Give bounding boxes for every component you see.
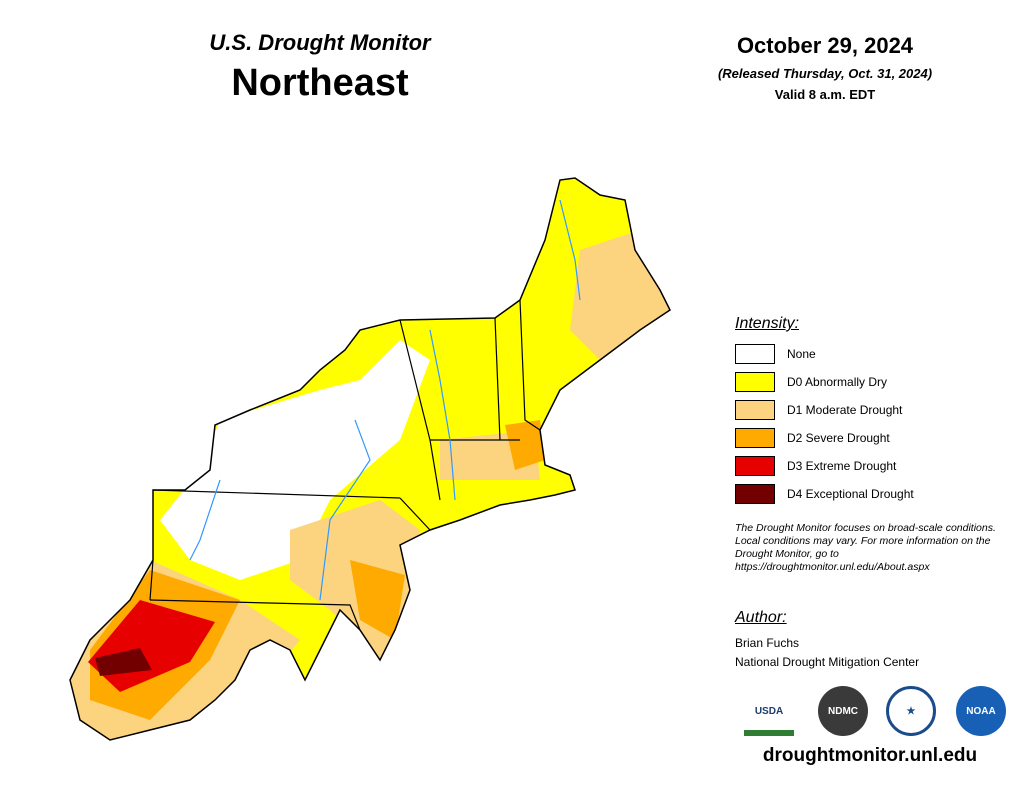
legend-label: D2 Severe Drought <box>787 431 890 445</box>
released: (Released Thursday, Oct. 31, 2024) <box>717 66 933 81</box>
date: October 29, 2024 <box>736 33 914 58</box>
logo-usda: USDA <box>744 692 794 736</box>
logo-doc: ★ <box>886 686 936 736</box>
d4-area <box>95 648 152 676</box>
map <box>69 177 671 741</box>
legend-item: D2 Severe Drought <box>735 428 890 448</box>
legend-label: D4 Exceptional Drought <box>787 487 914 501</box>
logo-ndmc: NDMC <box>818 686 868 736</box>
legend-swatch <box>735 456 775 476</box>
legend-label: D1 Moderate Drought <box>787 403 903 417</box>
legend-label: None <box>787 347 816 361</box>
legend-item: None <box>735 344 816 364</box>
state-borders <box>149 299 541 631</box>
rivers <box>189 199 581 601</box>
legend-swatch <box>735 428 775 448</box>
legend-title: Intensity: <box>735 315 800 332</box>
legend-item: D4 Exceptional Drought <box>735 484 914 504</box>
legend-swatch <box>735 372 775 392</box>
legend-label: D0 Abnormally Dry <box>787 375 888 389</box>
none-area <box>160 340 430 580</box>
title: U.S. Drought Monitor <box>209 30 431 55</box>
drought-areas <box>70 178 670 740</box>
legend-swatch <box>735 400 775 420</box>
author-name: Brian Fuchs <box>735 636 800 650</box>
note: The Drought Monitor focuses on broad-sca… <box>735 522 996 573</box>
legend-item: D0 Abnormally Dry <box>735 372 887 392</box>
d2-area <box>505 420 545 470</box>
author-org: National Drought Mitigation Center <box>735 655 920 669</box>
logo-noaa: NOAA <box>956 686 1006 736</box>
legend-swatch <box>735 344 775 364</box>
d2-area <box>350 560 405 640</box>
legend-swatch <box>735 484 775 504</box>
region: Northeast <box>231 62 409 104</box>
legend-label: D3 Extreme Drought <box>787 459 897 473</box>
legend-item: D3 Extreme Drought <box>735 456 896 476</box>
author-title: Author: <box>735 609 787 626</box>
url: droughtmonitor.unl.edu <box>762 745 978 766</box>
valid: Valid 8 a.m. EDT <box>774 87 876 102</box>
legend-item: D1 Moderate Drought <box>735 400 902 420</box>
